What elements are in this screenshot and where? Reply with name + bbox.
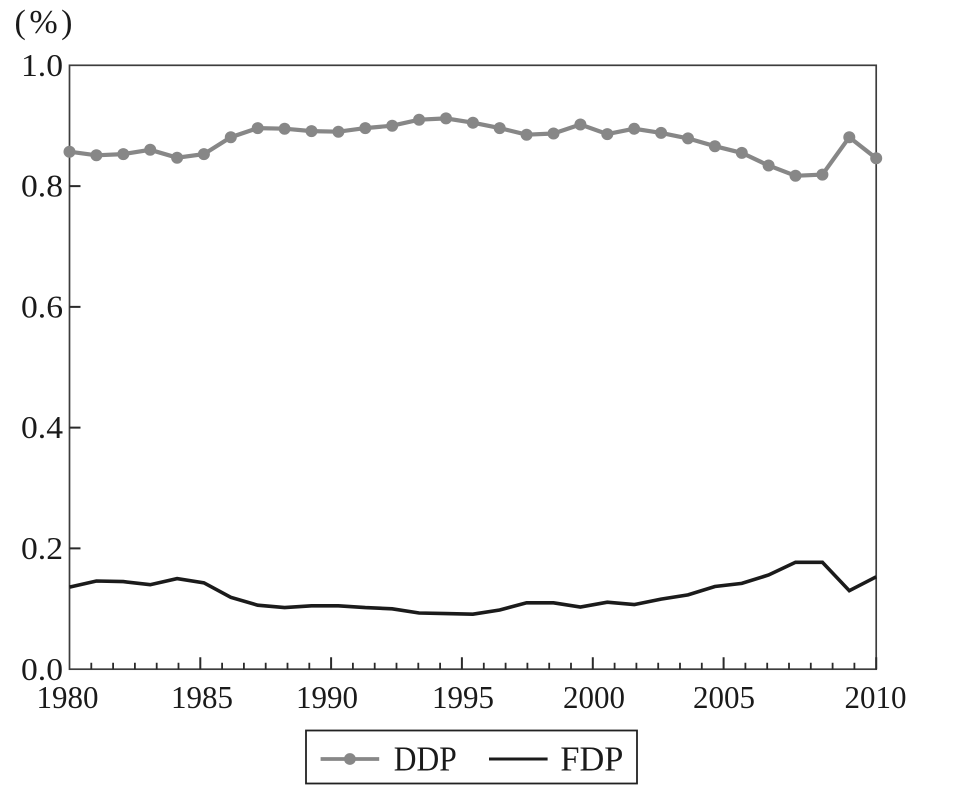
svg-text:1990: 1990 [296,679,358,715]
svg-text:0.4: 0.4 [21,409,63,445]
svg-text:0.0: 0.0 [21,651,63,687]
svg-text:2010: 2010 [845,679,907,715]
svg-text:DDP: DDP [394,740,457,779]
svg-text:1980: 1980 [37,679,99,715]
svg-text:(%): (%) [15,4,73,41]
svg-text:1995: 1995 [432,679,494,715]
svg-text:2005: 2005 [693,679,755,715]
svg-text:1.0: 1.0 [21,47,63,83]
svg-text:FDP: FDP [560,740,623,779]
svg-text:0.8: 0.8 [21,168,63,204]
svg-text:0.2: 0.2 [21,530,63,566]
svg-text:0.6: 0.6 [21,289,63,325]
svg-text:1985: 1985 [171,679,233,715]
svg-text:2000: 2000 [563,679,625,715]
